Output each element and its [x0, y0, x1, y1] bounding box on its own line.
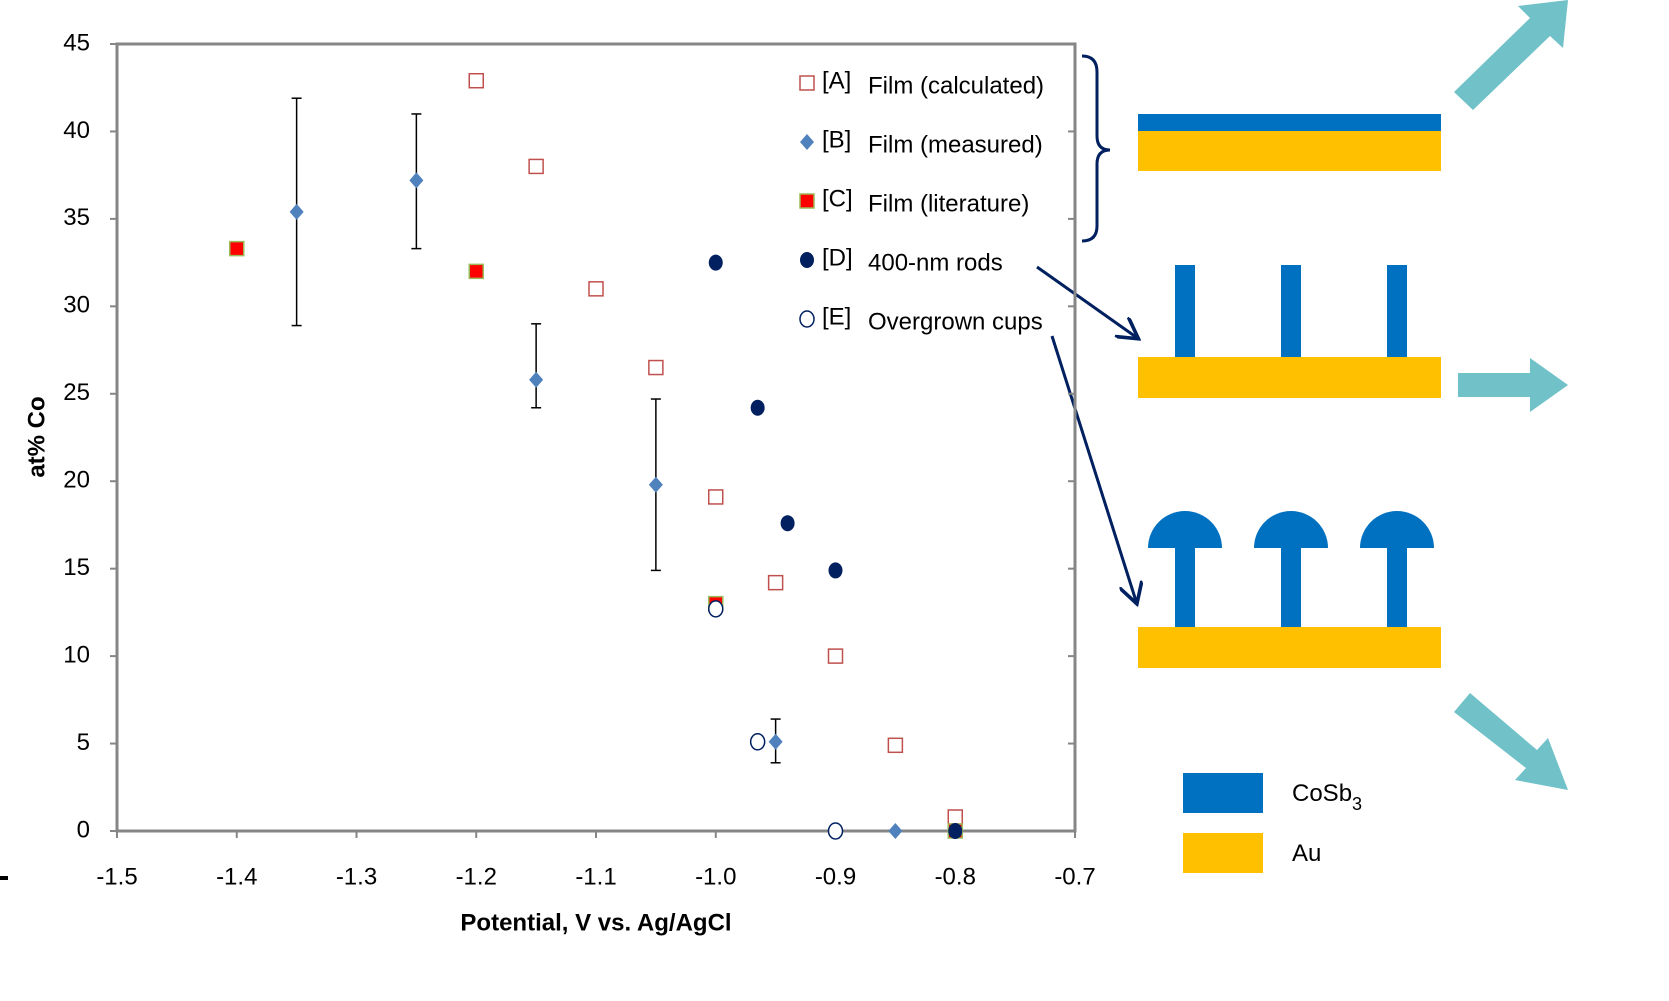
marker: [887, 737, 904, 754]
y-tick-label: 25: [63, 379, 90, 406]
x-tick-label: -1.3: [336, 863, 377, 890]
y-tick-label: 35: [63, 204, 90, 231]
marker: [528, 158, 544, 175]
legend-name: [A]: [822, 67, 851, 94]
x-tick-label: -1.1: [575, 863, 616, 890]
y-tick-label: 40: [63, 117, 90, 144]
legend-marker: [800, 252, 814, 268]
x-tick-label: -1.2: [456, 863, 497, 890]
y-axis-title: at% Co: [23, 396, 50, 477]
marker: [229, 240, 245, 257]
legend-label: 400-nm rods: [868, 249, 1003, 276]
y-tick-label: 45: [63, 29, 90, 56]
x-tick-label: -1.5: [96, 863, 137, 890]
legend-text: Au: [1292, 840, 1321, 867]
marker: [827, 822, 844, 840]
plot-frame: [115, 42, 1077, 833]
marker: [648, 476, 663, 493]
x-tick-label: -0.8: [935, 863, 976, 890]
legend-label: Film (calculated): [868, 72, 1044, 99]
legend-marker: [799, 310, 815, 328]
marker: [780, 515, 795, 532]
marker: [948, 823, 963, 839]
pointer-arrow: [1036, 265, 1136, 337]
marker: [648, 359, 664, 376]
x-tick-label: -1.4: [216, 863, 257, 890]
x-tick-label: -1.0: [695, 863, 736, 890]
marker: [708, 600, 724, 618]
legend-marker: [800, 134, 814, 150]
x-tick-label: -0.7: [1054, 863, 1095, 890]
marker: [708, 489, 724, 505]
legend-swatch: [1183, 773, 1263, 813]
x-axis-title: Potential, V vs. Ag/AgCl: [460, 909, 731, 936]
pointer-arrow: [1050, 335, 1136, 601]
marker: [767, 574, 784, 591]
marker: [588, 281, 604, 297]
y-tick-label: 0: [77, 816, 90, 843]
marker: [468, 263, 484, 280]
cups-diagram: [1138, 511, 1441, 668]
marker: [768, 733, 783, 750]
legend-subscript: 3: [1352, 794, 1362, 814]
marker: [750, 399, 765, 416]
marker: [289, 203, 304, 220]
x-tick-label: -0.9: [815, 863, 856, 890]
marker: [409, 172, 424, 189]
error-bar: [531, 323, 542, 409]
legend-marker: [799, 193, 815, 209]
legend-label: Au: [1292, 840, 1321, 867]
legend-swatch: [1183, 833, 1263, 873]
y-tick-label: 5: [77, 729, 90, 756]
bracket: [1081, 54, 1111, 243]
marker: [749, 733, 766, 751]
marker: [947, 809, 963, 825]
y-tick-label: 30: [63, 292, 90, 319]
marker: [529, 371, 544, 388]
legend-marker: [799, 75, 815, 91]
legend-name: [E]: [822, 303, 851, 330]
legend-label: CoSb3: [1292, 780, 1362, 813]
edge-mark: [0, 876, 8, 880]
marker: [468, 72, 484, 89]
flow-arrows: [1454, 0, 1568, 790]
legend-label: Film (measured): [868, 131, 1043, 158]
legend-name: [C]: [822, 185, 853, 212]
legend-label: Overgrown cups: [868, 308, 1043, 335]
marker: [827, 648, 844, 664]
legend-text: CoSb: [1292, 780, 1352, 807]
marker: [888, 823, 903, 839]
marker: [708, 254, 723, 271]
film-diagram: [1138, 114, 1441, 171]
y-tick-label: 10: [63, 641, 90, 668]
y-tick-label: 20: [63, 467, 90, 494]
marker: [828, 562, 843, 579]
legend-label: Film (literature): [868, 190, 1029, 217]
legend-name: [B]: [822, 126, 851, 153]
rods-diagram: [1138, 265, 1441, 398]
legend-name: [D]: [822, 244, 853, 271]
y-tick-label: 15: [63, 554, 90, 581]
